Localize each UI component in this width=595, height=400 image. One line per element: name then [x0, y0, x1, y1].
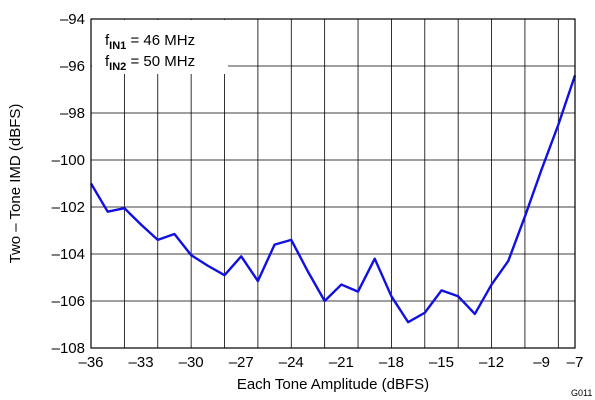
legend-entry: fIN2 = 50 MHz — [105, 53, 195, 73]
x-tick-label: –21 — [329, 354, 354, 371]
x-tick-label: –12 — [479, 354, 504, 371]
legend-value: = 46 MHz — [126, 32, 195, 49]
legend-box — [92, 20, 228, 74]
x-tick-label: –15 — [429, 354, 454, 371]
x-tick-label: –33 — [129, 354, 154, 371]
x-tick-label: –27 — [229, 354, 254, 371]
x-tick-label: –9 — [533, 354, 550, 371]
legend-value: = 50 MHz — [126, 53, 195, 70]
x-tick-label: –18 — [379, 354, 404, 371]
y-tick-label: –104 — [52, 246, 85, 263]
legend-entry: fIN1 = 46 MHz — [105, 32, 195, 52]
y-tick-label: –106 — [52, 293, 85, 310]
legend-prefix: f — [105, 53, 110, 70]
grid-lines — [91, 19, 575, 348]
y-tick-label: –94 — [60, 11, 85, 28]
imd-series-line — [89, 75, 577, 324]
legend-prefix: f — [105, 32, 110, 49]
series-layer — [89, 75, 577, 324]
y-tick-label: –100 — [52, 152, 85, 169]
x-tick-label: –36 — [78, 354, 103, 371]
legend-subscript: IN2 — [109, 61, 126, 73]
x-tick-label: –24 — [279, 354, 304, 371]
figure-id: G011 — [571, 388, 592, 398]
y-tick-label: –96 — [60, 58, 85, 75]
x-axis-title: Each Tone Amplitude (dBFS) — [237, 376, 429, 393]
y-axis-title: Two – Tone IMD (dBFS) — [7, 104, 24, 264]
legend-subscript: IN1 — [109, 40, 126, 52]
y-tick-label: –108 — [52, 340, 85, 357]
x-tick-label: –30 — [179, 354, 204, 371]
y-tick-label: –98 — [60, 105, 85, 122]
x-tick-label: –7 — [567, 354, 584, 371]
y-tick-label: –102 — [52, 199, 85, 216]
plot-frame — [90, 18, 576, 349]
tick-labels: –36 –33 –30 –27 –24 –21 –18 –15 –12 –9 –7 –108 –106 –… — [52, 11, 584, 371]
